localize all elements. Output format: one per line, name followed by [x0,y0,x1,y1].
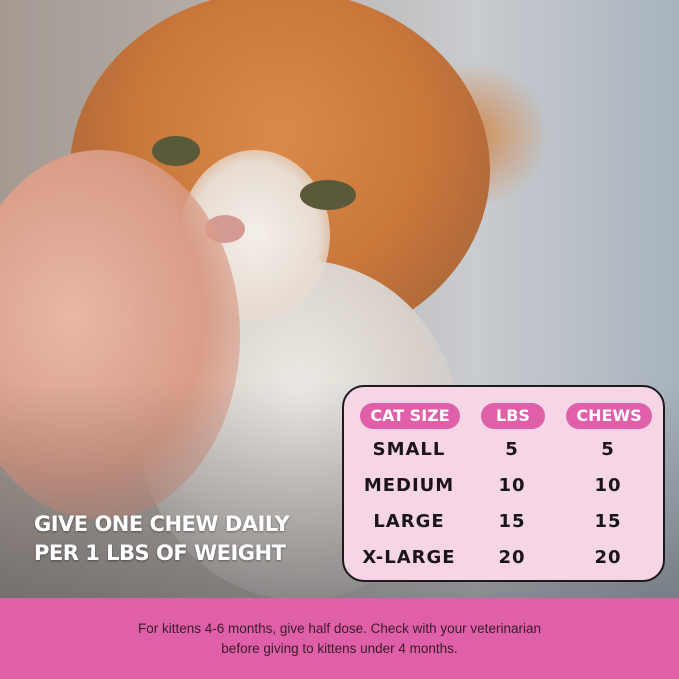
cell-lbs: 10 [498,475,526,496]
headline-line: GIVE ONE CHEW DAILY [34,512,290,536]
cell-size: X-LARGE [362,547,456,568]
dosage-table: CAT SIZE LBS CHEWS SMALL 5 5 MEDIUM 10 10 LARG… [342,385,665,582]
header-chews: CHEWS [566,403,652,429]
headline-line: PER 1 LBS OF WEIGHT [34,541,286,565]
header-lbs: LBS [481,403,545,429]
header-cat-size: CAT SIZE [360,403,460,429]
cell-chews: 10 [594,475,622,496]
cell-size: LARGE [373,511,445,532]
cat-photo [0,0,679,598]
hand-with-chew [0,150,240,520]
cell-lbs: 5 [505,439,519,460]
cell-chews: 20 [594,547,622,568]
note-line: before giving to kittens under 4 months. [221,640,458,656]
kitten-note-band: For kittens 4-6 months, give half dose. … [0,598,679,679]
cat-eye [300,180,356,210]
cell-size: SMALL [372,439,446,460]
dosage-headline: GIVE ONE CHEW DAILY PER 1 LBS OF WEIGHT [34,510,290,568]
cell-lbs: 20 [498,547,526,568]
cell-lbs: 15 [498,511,526,532]
cat-eye [152,136,200,166]
note-line: For kittens 4-6 months, give half dose. … [138,620,541,636]
cell-size: MEDIUM [363,475,455,496]
cell-chews: 15 [594,511,622,532]
cell-chews: 5 [601,439,615,460]
